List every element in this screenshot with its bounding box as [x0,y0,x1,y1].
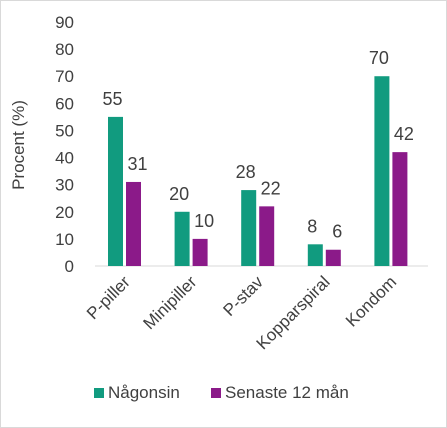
data-label: 8 [307,216,317,236]
data-label: 70 [369,48,389,68]
bar-senaste-12-man-3 [325,249,341,266]
legend-swatch [211,388,221,398]
bar-senaste-12-man-1 [192,238,208,266]
category-label: P-piller [83,272,134,323]
bar-nagonsin-2 [241,190,257,266]
y-tick-label: 30 [55,176,74,195]
y-tick-label: 20 [55,203,74,222]
y-tick-label: 90 [55,13,74,32]
data-label: 55 [102,89,122,109]
data-label: 22 [261,178,281,198]
category-label: Minipiller [140,272,201,333]
y-tick-label: 70 [55,67,74,86]
data-label: 10 [194,211,214,231]
bar-nagonsin-1 [174,211,190,266]
y-tick-label: 0 [65,257,74,276]
legend-label: Senaste 12 mån [225,383,349,402]
data-label: 20 [169,184,189,204]
data-label: 31 [127,154,147,174]
y-tick-label: 80 [55,40,74,59]
data-label: 42 [394,124,414,144]
legend-label: Någonsin [108,383,180,402]
y-tick-label: 50 [55,121,74,140]
y-tick-label: 40 [55,149,74,168]
bar-senaste-12-man-4 [392,152,408,266]
y-axis-label: Procent (%) [9,100,28,190]
bar-nagonsin-3 [307,244,323,266]
legend-swatch [94,388,104,398]
data-label: 28 [236,162,256,182]
bars [108,76,408,266]
category-label: Kondom [342,272,400,330]
y-tick-label: 10 [55,230,74,249]
bar-senaste-12-man-2 [259,206,275,266]
y-axis-ticks: 0 10 20 30 40 50 60 70 80 90 [55,13,74,276]
category-label: P-stav [220,272,268,320]
bar-nagonsin-4 [374,76,390,266]
legend: Någonsin Senaste 12 mån [94,383,349,402]
bar-senaste-12-man-0 [126,181,141,266]
y-tick-label: 60 [55,94,74,113]
bar-nagonsin-0 [108,116,123,266]
data-label: 6 [332,222,342,242]
